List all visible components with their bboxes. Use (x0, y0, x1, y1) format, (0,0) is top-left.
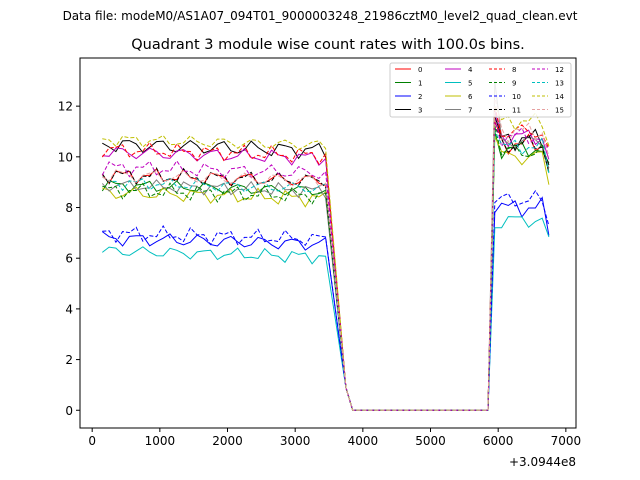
legend-label-15: 15 (555, 107, 564, 115)
series-line-2 (102, 196, 550, 411)
legend-label-14: 14 (555, 93, 564, 101)
chart-title: Quadrant 3 module wise count rates with … (131, 37, 525, 53)
legend-frame (389, 62, 572, 118)
legend-label-2: 2 (418, 93, 422, 101)
series-line-15 (102, 95, 550, 411)
y-tick-label: 6 (65, 252, 73, 266)
series-line-0 (101, 121, 550, 411)
x-tick-label: 1000 (145, 434, 176, 448)
x-tick-label: 2000 (212, 434, 243, 448)
series-line-5 (101, 216, 550, 411)
axis-layer: 0 1000 2000 3000 4000 5000 6000 7000 0 2 4 6 8 10 12 (58, 100, 581, 448)
data-layer (101, 80, 550, 411)
legend-label-1: 1 (418, 80, 422, 88)
series-line-11 (101, 124, 550, 411)
y-tick-label: 12 (58, 100, 73, 114)
plot-frame (79, 57, 577, 429)
x-tick-label: 6000 (483, 434, 514, 448)
series-line-7 (101, 80, 550, 411)
legend-label-7: 7 (468, 107, 472, 115)
legend-label-0: 0 (418, 66, 422, 74)
x-tick-label: 5000 (415, 434, 446, 448)
x-tick-label: 7000 (551, 434, 582, 448)
legend-label-5: 5 (468, 80, 472, 88)
legend-label-8: 8 (512, 66, 516, 74)
x-tick-label: 4000 (348, 434, 379, 448)
x-tick-label: 0 (88, 434, 96, 448)
legend-label-12: 12 (555, 66, 564, 74)
y-tick-label: 10 (58, 150, 73, 164)
x-offset-label: +3.0944e8 (509, 455, 576, 469)
figure-suptitle: Data file: modeM0/AS1A07_094T01_90000032… (63, 9, 578, 23)
series-line-9 (102, 126, 550, 411)
series-line-10 (102, 189, 550, 411)
y-tick-label: 2 (65, 353, 73, 367)
legend-label-9: 9 (512, 80, 516, 88)
legend-label-13: 13 (555, 80, 564, 88)
series-line-12 (101, 118, 550, 411)
y-tick-label: 4 (65, 302, 73, 316)
y-tick-label: 8 (65, 201, 73, 215)
x-tick-label: 3000 (280, 434, 311, 448)
legend-label-3: 3 (418, 107, 422, 115)
series-line-6 (102, 136, 550, 411)
legend-label-11: 11 (512, 107, 521, 115)
legend-label-10: 10 (512, 93, 521, 101)
legend-label-6: 6 (468, 93, 473, 101)
legend-label-4: 4 (468, 66, 473, 74)
y-tick-label: 0 (65, 404, 73, 418)
